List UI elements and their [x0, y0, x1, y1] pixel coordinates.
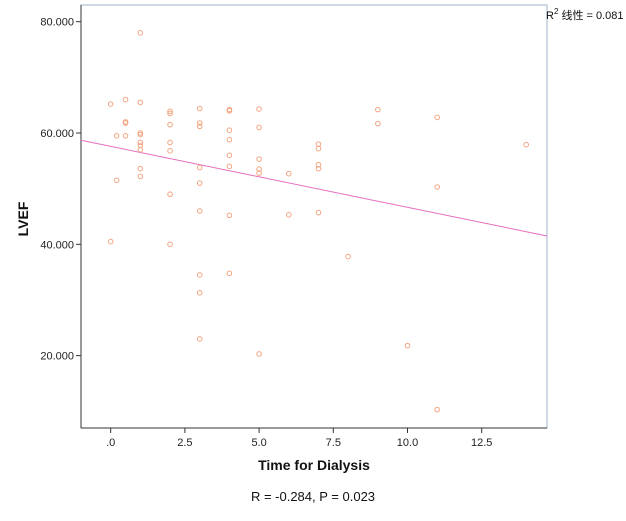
data-points — [107, 30, 530, 413]
data-point — [137, 165, 144, 172]
correlation-caption: R = -0.284, P = 0.023 — [250, 489, 376, 504]
plot-area-frame — [80, 4, 548, 429]
r-squared-r: R — [546, 10, 554, 22]
data-point — [137, 131, 144, 138]
x-tick-label: 2.5 — [177, 437, 192, 449]
data-point — [122, 120, 129, 126]
data-point — [196, 180, 203, 186]
data-point — [196, 289, 203, 296]
data-point — [196, 123, 203, 130]
data-point — [226, 163, 233, 170]
data-point — [137, 173, 144, 180]
data-point — [226, 212, 233, 219]
y-tick-label: 20.000 — [40, 351, 74, 363]
data-point — [256, 170, 262, 176]
data-point — [137, 130, 144, 136]
data-point — [122, 96, 129, 103]
data-point — [434, 184, 440, 190]
y-axis: 20.000 40.000 60.000 80.000 — [40, 5, 82, 428]
data-point — [196, 164, 203, 171]
data-point — [434, 114, 440, 121]
data-point — [113, 177, 120, 184]
data-point — [167, 108, 173, 115]
x-tick-label: 5.0 — [251, 437, 266, 449]
data-point — [315, 145, 322, 152]
data-point — [196, 105, 203, 112]
data-point — [137, 139, 144, 146]
data-point — [137, 146, 144, 153]
y-tick-label: 80.000 — [40, 17, 74, 29]
r-squared-label: R2 线性 = 0.081 — [546, 7, 624, 22]
data-point — [107, 238, 114, 245]
data-point — [315, 165, 322, 172]
data-point — [226, 127, 233, 134]
data-point — [137, 30, 144, 36]
data-point — [315, 141, 322, 147]
r-squared-value: 线性 = 0.081 — [558, 8, 623, 22]
x-axis: .0 2.5 5.0 7.5 10.0 12.5 — [81, 427, 547, 449]
data-point — [434, 406, 440, 413]
data-point — [226, 107, 233, 114]
data-point — [375, 106, 381, 113]
data-point — [167, 121, 173, 128]
data-point — [196, 208, 203, 214]
x-tick-label: 10.0 — [397, 437, 418, 449]
data-point — [523, 141, 530, 148]
data-point — [107, 101, 114, 107]
data-point — [113, 132, 120, 139]
data-point — [315, 209, 322, 216]
linear-fit-line — [80, 139, 548, 237]
data-point — [256, 166, 262, 172]
r-squared-superscript: 2 — [554, 7, 559, 16]
x-tick-label: 7.5 — [326, 437, 341, 449]
data-point — [256, 124, 262, 131]
data-point — [167, 110, 173, 117]
data-point — [122, 132, 129, 139]
y-tick-label: 60.000 — [40, 128, 74, 140]
x-axis-title: Time for Dialysis — [258, 457, 370, 473]
data-point — [196, 120, 203, 126]
data-point — [256, 351, 262, 357]
data-point — [167, 241, 173, 248]
y-tick-label: 40.000 — [40, 239, 74, 251]
data-point — [167, 191, 173, 198]
data-point — [256, 106, 262, 112]
data-point — [226, 152, 233, 159]
data-point — [196, 336, 203, 342]
data-point — [137, 99, 144, 106]
data-point — [226, 136, 233, 143]
data-point — [256, 156, 262, 162]
data-point — [226, 270, 233, 277]
data-point — [285, 212, 292, 218]
data-point — [345, 253, 351, 260]
y-axis-title: LVEF — [15, 201, 31, 236]
data-point — [375, 120, 381, 127]
data-point — [167, 148, 173, 154]
data-point — [196, 272, 203, 278]
data-point — [315, 161, 322, 168]
data-point — [285, 170, 292, 177]
x-tick-label: 12.5 — [471, 437, 492, 449]
data-point — [167, 139, 173, 146]
data-point — [404, 342, 411, 349]
x-tick-label: .0 — [106, 437, 115, 449]
